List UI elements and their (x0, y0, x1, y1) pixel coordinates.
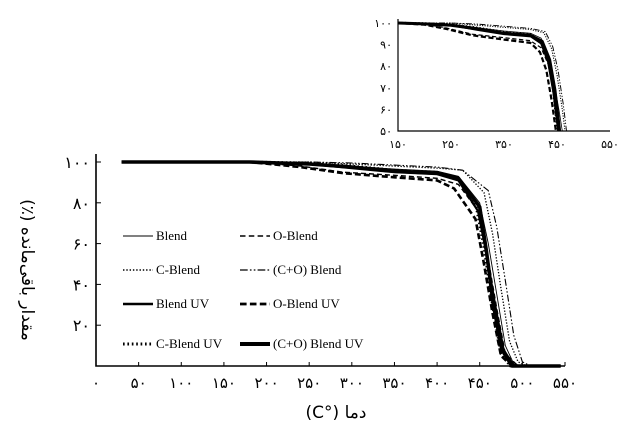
legend-label: O-Blend (273, 228, 318, 243)
inset-axes: ۱۵۰ ۲۵۰ ۳۵۰ ۴۵۰ ۵۵۰ ۵۰ ۶۰ ۷۰ ۸۰ ۹۰ ۱۰۰ (374, 17, 619, 151)
x-tick-label: ۰ (92, 374, 100, 392)
series-line-6 (121, 160, 561, 368)
main-axis-lines (95, 154, 565, 367)
legend-label: C-Blend UV (156, 336, 223, 351)
inset-series-line-4 (397, 22, 560, 132)
legend-label: Blend (156, 228, 188, 243)
inset-x-tick-label: ۱۵۰ (389, 138, 407, 151)
x-tick-label: ۳۵۰ (382, 374, 406, 392)
legend-label: Blend UV (156, 296, 210, 311)
main-axes: ۰ ۵۰ ۱۰۰ ۱۵۰ ۲۰۰ ۲۵۰ ۳۰۰ ۳۵۰ ۴۰۰ ۴۵۰ ۵۰۰ ۵۵۰ ۲۰ ۴۰ ۶۰ ۸… (64, 153, 577, 392)
inset-series-line-5 (397, 21, 557, 132)
inset-axis-lines (397, 19, 610, 132)
main-chart: ۰ ۵۰ ۱۰۰ ۱۵۰ ۲۰۰ ۲۵۰ ۳۰۰ ۳۵۰ ۴۰۰ ۴۵۰ ۵۰۰ ۵۵۰ ۲۰ ۴۰ ۶۰ ۸… (17, 153, 577, 423)
inset-chart: ۱۵۰ ۲۵۰ ۳۵۰ ۴۵۰ ۵۵۰ ۵۰ ۶۰ ۷۰ ۸۰ ۹۰ ۱۰۰ (374, 17, 619, 151)
legend-label: (C+O) Blend (273, 262, 342, 277)
x-tick-label: ۱۰۰ (169, 374, 193, 392)
x-tick-label: ۲۵۰ (297, 374, 321, 392)
series-line-3 (121, 161, 561, 367)
inset-y-tick-label: ۸۰ (380, 60, 392, 73)
inset-y-tick-label: ۶۰ (380, 103, 392, 116)
y-tick-label: ۲۰ (73, 316, 90, 335)
main-series-lines (121, 160, 561, 368)
series-line-1 (121, 161, 561, 367)
legend: Blend O-Blend C-Blend (C+O) Blend Blend UV O-… (123, 228, 364, 351)
inset-x-tick-label: ۳۵۰ (495, 138, 513, 151)
inset-x-tick-label: ۵۵۰ (601, 138, 619, 151)
legend-label: O-Blend UV (273, 296, 340, 311)
y-tick-label: ۸۰ (73, 194, 90, 213)
legend-label: (C+O) Blend UV (273, 336, 364, 351)
y-tick-label: ۴۰ (73, 275, 90, 294)
series-line-5 (121, 160, 561, 368)
x-tick-label: ۴۵۰ (468, 374, 492, 392)
legend-label: C-Blend (156, 262, 201, 277)
inset-x-tick-label: ۲۵۰ (442, 138, 460, 151)
x-tick-label: ۵۰۰ (510, 374, 534, 392)
inset-series-line-3 (398, 22, 567, 132)
inset-series-lines (397, 21, 567, 132)
inset-series-line-7 (397, 21, 562, 132)
inset-y-tick-label: ۱۰۰ (374, 17, 392, 30)
x-tick-label: ۱۵۰ (212, 374, 236, 392)
x-tick-label: ۴۰۰ (425, 374, 449, 392)
x-tick-label: ۲۰۰ (254, 374, 278, 392)
x-tick-label: ۵۵۰ (553, 374, 577, 392)
inset-y-tick-label: ۹۰ (380, 39, 392, 52)
y-tick-label: ۶۰ (73, 235, 90, 254)
x-tick-label: ۳۰۰ (340, 374, 364, 392)
series-line-7 (121, 160, 561, 368)
inset-x-tick-label: ۴۵۰ (548, 138, 566, 151)
inset-y-tick-label: ۷۰ (380, 82, 392, 95)
inset-y-tick-label: ۵۰ (380, 125, 392, 138)
y-axis-title: مقدار باقی‌مانده (٪) (17, 199, 37, 341)
x-axis-title: دما (°C) (306, 403, 367, 423)
y-tick-label: ۱۰۰ (64, 153, 90, 172)
x-tick-label: ۵۰ (131, 374, 147, 392)
